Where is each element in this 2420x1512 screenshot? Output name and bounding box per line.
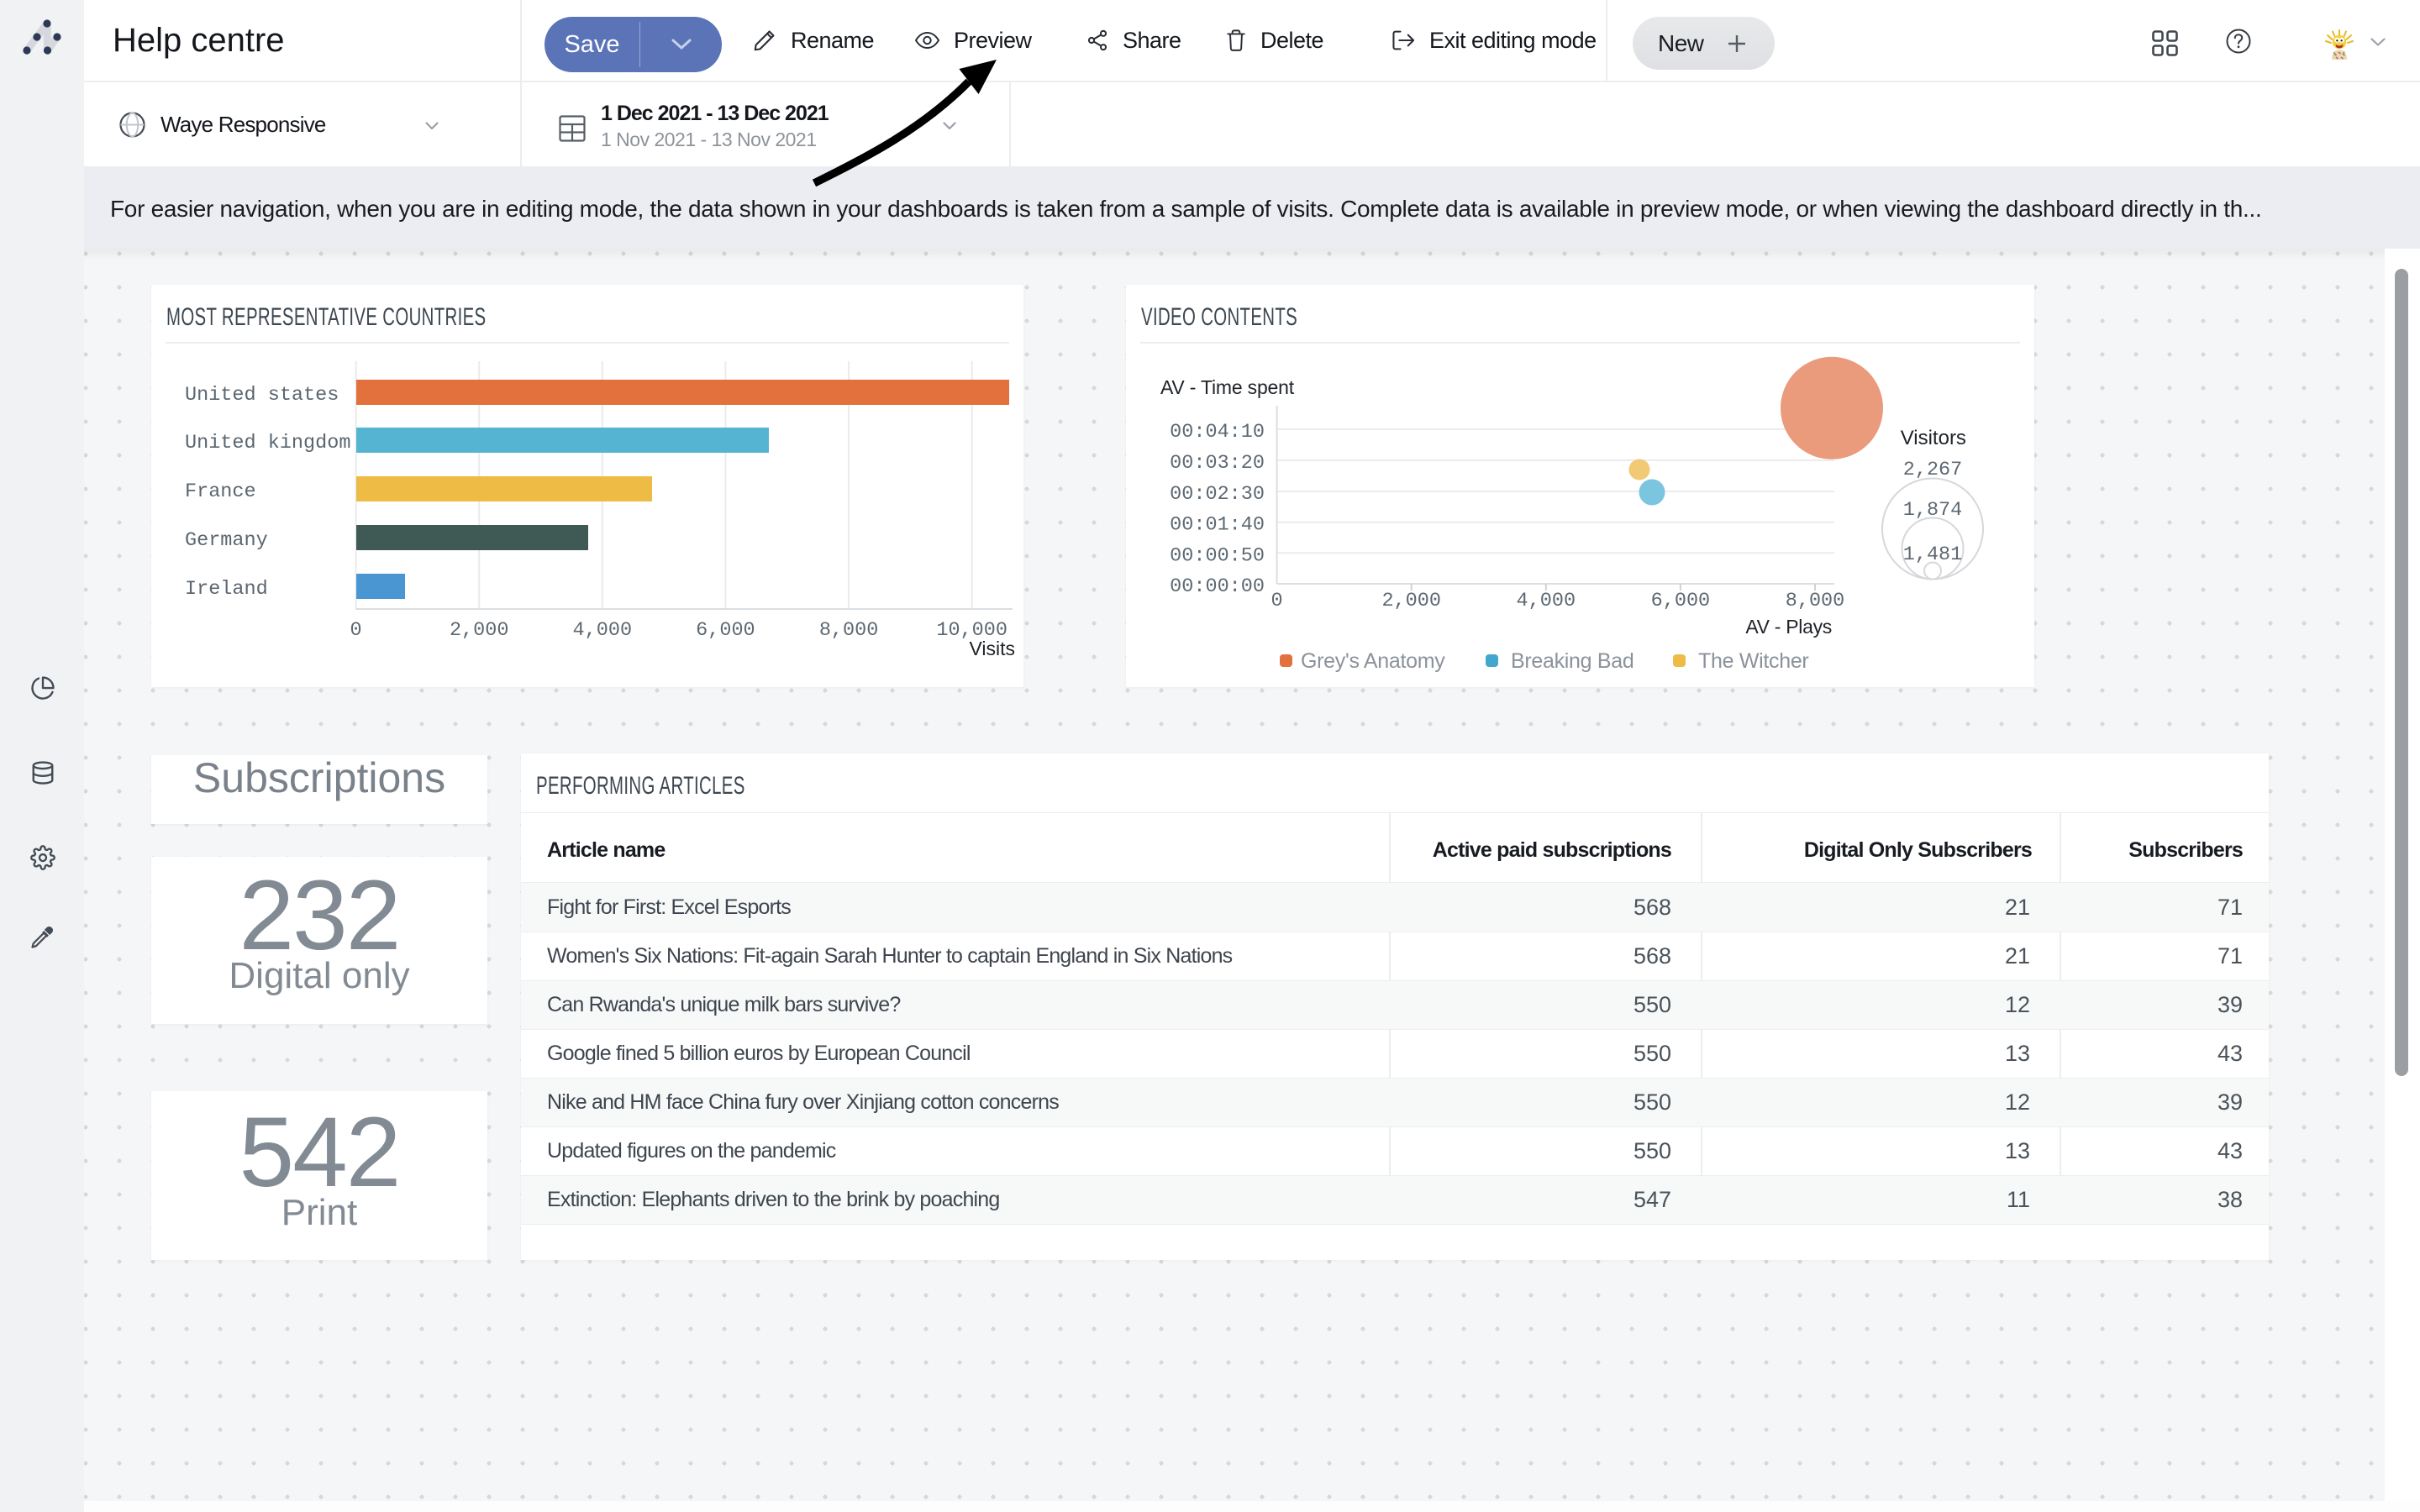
svg-text:Visitors: Visitors (1901, 427, 1966, 449)
svg-text:United kingdom: United kingdom (185, 432, 350, 454)
svg-text:Germany: Germany (185, 529, 268, 552)
svg-text:2,267: 2,267 (1903, 459, 1963, 481)
svg-text:8,000: 8,000 (1786, 590, 1845, 612)
svg-text:2,000: 2,000 (1381, 590, 1441, 612)
svg-text:4,000: 4,000 (1517, 590, 1576, 612)
svg-text:United states: United states (185, 384, 339, 407)
svg-text:00:01:40: 00:01:40 (1170, 514, 1265, 537)
svg-text:0: 0 (350, 619, 362, 642)
svg-text:AV - Plays: AV - Plays (1745, 616, 1832, 638)
svg-text:00:03:20: 00:03:20 (1170, 452, 1265, 475)
svg-text:AV - Time spent: AV - Time spent (1160, 376, 1295, 398)
svg-text:2,000: 2,000 (450, 619, 509, 642)
svg-text:00:04:10: 00:04:10 (1170, 421, 1265, 444)
svg-text:France: France (185, 480, 256, 503)
svg-text:6,000: 6,000 (696, 619, 755, 642)
svg-text:00:02:30: 00:02:30 (1170, 483, 1265, 506)
svg-text:Visits: Visits (969, 638, 1015, 659)
svg-text:00:00:50: 00:00:50 (1170, 544, 1265, 567)
svg-text:0: 0 (1271, 590, 1283, 612)
svg-text:1,874: 1,874 (1903, 499, 1963, 522)
svg-text:8,000: 8,000 (819, 619, 879, 642)
svg-text:Breaking Bad: Breaking Bad (1511, 649, 1634, 673)
svg-text:00:00:00: 00:00:00 (1170, 575, 1265, 598)
svg-text:4,000: 4,000 (573, 619, 633, 642)
svg-text:10,000: 10,000 (936, 619, 1007, 642)
svg-text:1,481: 1,481 (1903, 543, 1963, 566)
svg-text:6,000: 6,000 (1651, 590, 1711, 612)
svg-text:Ireland: Ireland (185, 578, 268, 601)
svg-text:Grey's Anatomy: Grey's Anatomy (1301, 649, 1445, 673)
svg-text:The Witcher: The Witcher (1698, 649, 1808, 673)
